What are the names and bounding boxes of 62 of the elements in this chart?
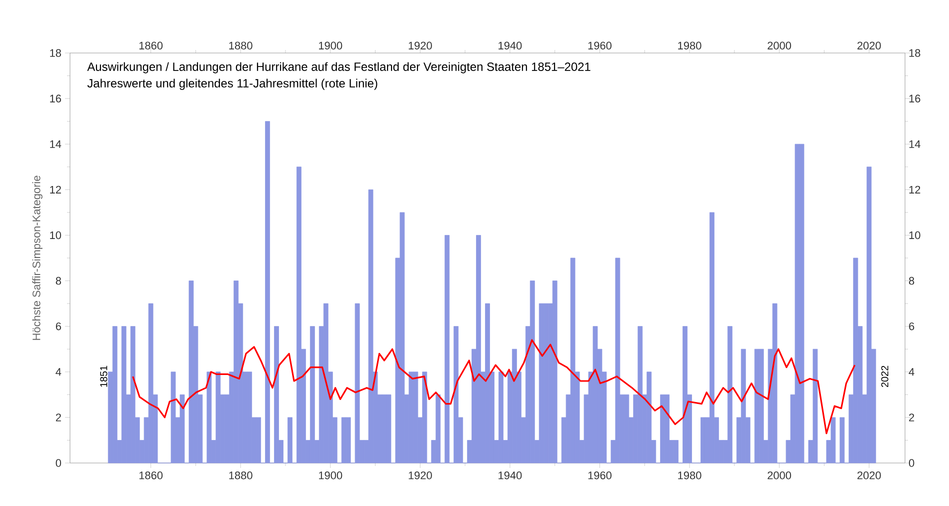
y-tick-label: 12: [50, 186, 61, 194]
y2-tick-label: 4: [908, 368, 914, 376]
y-tick-label: 8: [56, 276, 62, 285]
y-tick-label: 18: [50, 49, 62, 57]
x-tick-label: 1900: [319, 42, 342, 50]
y-tick-label: 0: [56, 459, 62, 467]
bar: [444, 235, 450, 464]
x2-tick-label: 1900: [319, 472, 342, 480]
x2-tick-label: 1940: [498, 472, 522, 480]
annotation: 2022: [881, 366, 888, 388]
y-tick-label: 14: [50, 140, 62, 148]
x-tick-label: 1920: [408, 42, 432, 50]
y2-tick-label: 18: [909, 49, 920, 57]
x2-tick-label: 1920: [408, 472, 432, 480]
x2-tick-label: 1860: [139, 472, 163, 480]
y-tick-label: 10: [50, 231, 62, 240]
bar: [727, 326, 732, 464]
x2-tick-label: 2020: [857, 472, 881, 480]
x2-tick-label: 1960: [588, 472, 612, 480]
y-axis-title: Höchste Saffir-Simpson-Kategorie: [32, 176, 42, 340]
text: Jahreswerte und gleitendes 11-Jahresmittel (rote Linie): [87, 78, 378, 90]
bar: [170, 372, 176, 464]
x-tick-label: 1880: [229, 42, 252, 50]
x2-tick-label: 1980: [678, 472, 702, 480]
y2-tick-label: 14: [909, 140, 920, 148]
x-tick-label: 2020: [857, 42, 881, 50]
y2-tick-label: 6: [909, 322, 914, 330]
y2-tick-label: 2: [909, 414, 914, 422]
bar: [552, 280, 558, 464]
bar: [700, 417, 706, 464]
y-tick-label: 16: [50, 94, 62, 102]
text: Auswirkungen / Landungen der Hurrikane auf das Festland der Vereinigten Staaten 1851–2021: [87, 62, 590, 74]
bar: [121, 326, 126, 464]
bar: [354, 303, 360, 464]
x-tick-label: 2000: [768, 42, 792, 50]
bar: [310, 326, 315, 464]
bar: [758, 348, 764, 464]
bar: [538, 303, 544, 464]
bar: [454, 326, 459, 464]
bar: [112, 326, 118, 464]
bar: [543, 303, 548, 464]
y2-tick-label: 0: [908, 459, 914, 467]
x-tick-label: 1940: [498, 42, 522, 50]
bar: [772, 303, 778, 464]
x2-tick-label: 1880: [229, 472, 252, 480]
y-tick-label: 2: [56, 414, 61, 422]
y-tick-label: 6: [56, 322, 62, 330]
y2-tick-label: 8: [909, 276, 914, 285]
bar: [265, 121, 270, 464]
y2-tick-label: 16: [909, 94, 920, 102]
bar: [206, 372, 212, 464]
bar: [346, 417, 351, 464]
bar: [840, 417, 845, 464]
y-tick-label: 4: [56, 368, 62, 376]
bar: [530, 280, 535, 464]
y2-tick-label: 12: [909, 186, 920, 194]
x-tick-label: 1960: [588, 42, 612, 50]
y2-tick-label: 10: [909, 231, 920, 240]
annotation: 1851: [100, 366, 108, 387]
x-tick-label: 1980: [678, 42, 702, 50]
x2-tick-label: 2000: [768, 472, 792, 480]
x-tick-label: 1860: [139, 42, 163, 50]
